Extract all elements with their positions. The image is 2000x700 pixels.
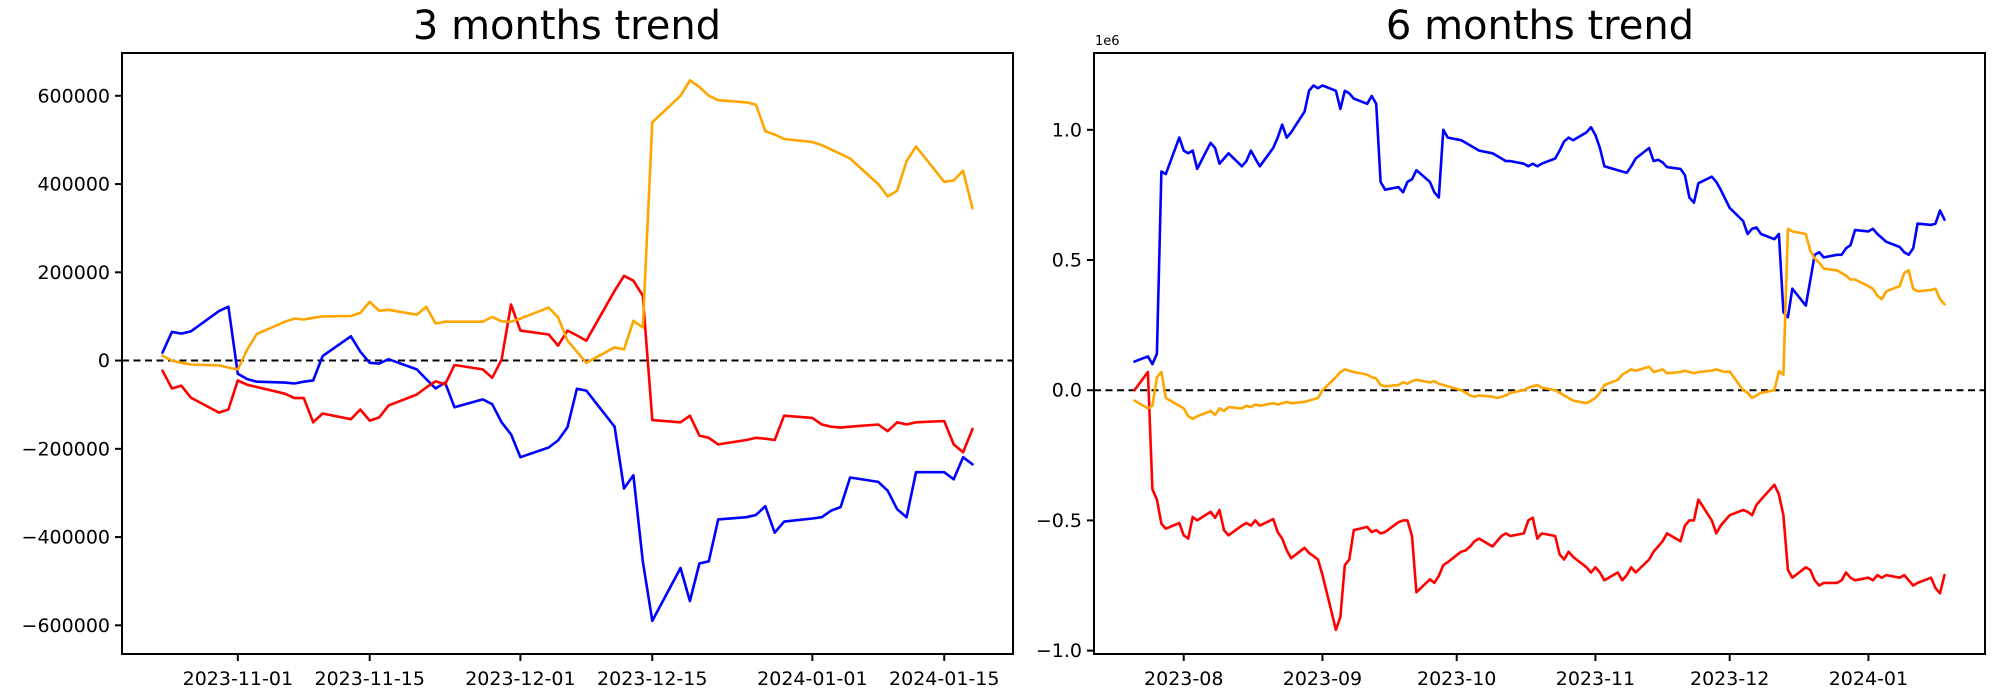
y-axis-tick-label: 600000 [37, 85, 110, 107]
y-axis-tick-label: −1.0 [1036, 640, 1082, 662]
red-series-line [161, 274, 974, 454]
y-axis-tick-label: 400000 [37, 174, 110, 196]
blue-series-line [1133, 84, 1946, 366]
y-axis-tick-label: −600000 [22, 615, 110, 637]
chart-title-6-months: 6 months trend [1385, 3, 1695, 49]
x-axis-tick-label: 2023-09 [1283, 668, 1362, 690]
plot-border [121, 52, 1014, 655]
x-axis-tick-label: 2023-11 [1556, 668, 1635, 690]
y-axis-tick-label: 0 [98, 350, 110, 372]
x-axis-tick-label: 2023-12 [1690, 668, 1769, 690]
x-axis-tick-label: 2024-01 [1829, 668, 1908, 690]
x-axis-tick-label: 2023-08 [1144, 668, 1223, 690]
orange-series-line [1133, 227, 1946, 421]
x-axis-tick-label: 2023-11-15 [314, 668, 424, 690]
orange-series-line [161, 79, 974, 371]
y-axis-tick-label: 200000 [37, 262, 110, 284]
x-axis-tick-label: 2023-12-15 [597, 668, 707, 690]
x-axis-tick-label: 2023-11-01 [183, 668, 293, 690]
x-axis-tick-label: 2024-01-15 [889, 668, 999, 690]
y-axis-tick-label: 1.0 [1052, 119, 1082, 141]
red-series-line [1133, 370, 1946, 632]
y-axis-tick-label: −200000 [22, 438, 110, 460]
x-axis-tick-label: 2023-12-01 [465, 668, 575, 690]
y-axis-tick-label: −400000 [22, 527, 110, 549]
y-axis-tick-label: 0.5 [1052, 250, 1082, 272]
x-axis-tick-label: 2023-10 [1417, 668, 1496, 690]
y-axis-tick-label: 0.0 [1052, 380, 1082, 402]
y-axis-tick-label: −0.5 [1036, 510, 1082, 532]
plot-border [1093, 52, 1986, 655]
chart-title-3-months: 3 months trend [412, 3, 722, 49]
x-axis-tick-label: 2024-01-01 [757, 668, 867, 690]
y-axis-offset-label-1e6: 1e6 [1095, 34, 1120, 49]
blue-series-line [161, 305, 974, 623]
